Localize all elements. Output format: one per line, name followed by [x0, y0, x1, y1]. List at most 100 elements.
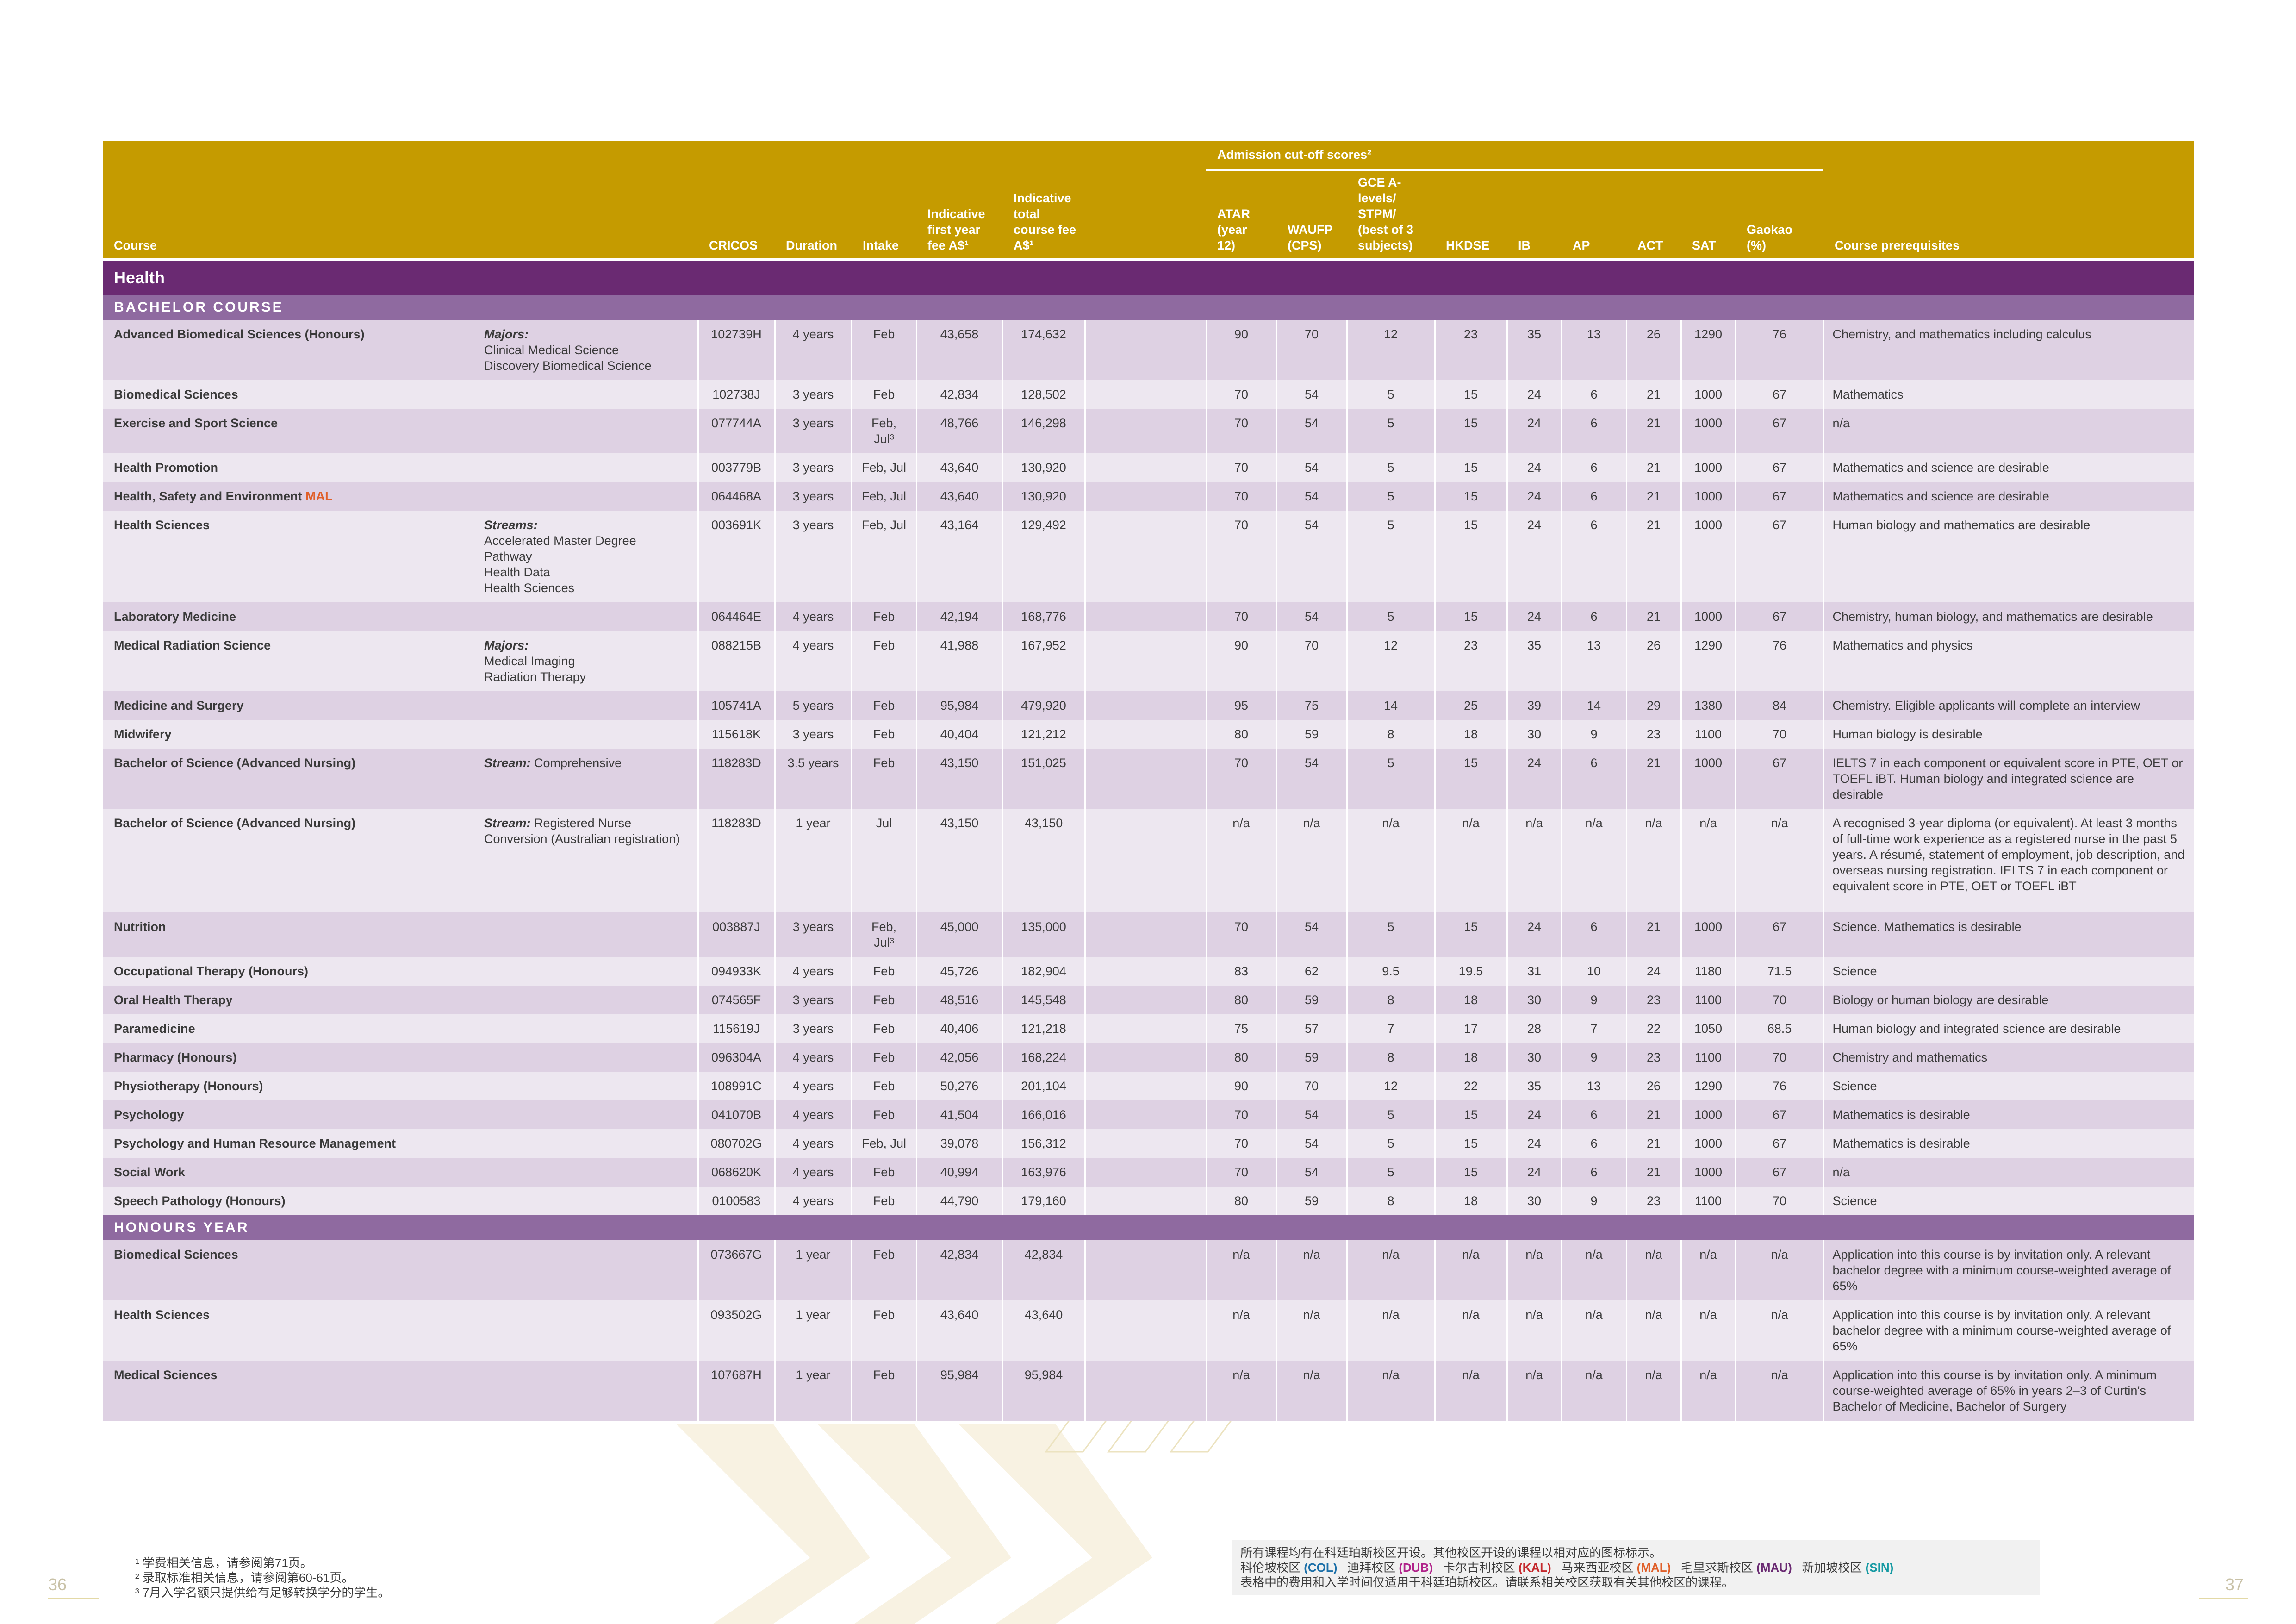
cell-cricos: 118283D: [697, 749, 775, 809]
cell-ap: 13: [1561, 1072, 1626, 1100]
cell-fee1: 44,790: [915, 1187, 1002, 1215]
course-prerequisites: Biology or human biology are desirable: [1823, 986, 2194, 1014]
cell-ib: 24: [1506, 482, 1562, 511]
cell-atar: 95: [1205, 691, 1276, 720]
cell-gce: 5: [1346, 602, 1435, 631]
cell-hkdse: 15: [1434, 409, 1507, 453]
course-name: Medical Radiation Science: [103, 631, 476, 691]
majors-streams: [476, 1100, 698, 1129]
campus-mau: 毛里求斯校区: [1680, 1561, 1753, 1574]
majors-streams: [476, 986, 698, 1014]
cell-atar: 70: [1205, 1129, 1276, 1158]
cell-blank: [1084, 1240, 1206, 1300]
cell-ap: n/a: [1561, 1300, 1626, 1361]
footnotes: ¹ 学费相关信息，请参阅第71页。 ² 录取标准相关信息，请参阅第60-61页。…: [135, 1555, 390, 1600]
cell-hkdse: 25: [1434, 691, 1507, 720]
cell-cricos: 080702G: [697, 1129, 775, 1158]
footnote: ³ 7月入学名额只提供给有足够转换学分的学生。: [135, 1586, 390, 1599]
cell-ap: 6: [1561, 1100, 1626, 1129]
cell-gce: 8: [1346, 986, 1435, 1014]
cell-blank: [1084, 1129, 1206, 1158]
cell-waufp: 54: [1276, 1158, 1347, 1187]
cell-blank: [1084, 380, 1206, 409]
cell-gce: 14: [1346, 691, 1435, 720]
cell-blank: [1084, 749, 1206, 809]
cell-ap: 10: [1561, 957, 1626, 986]
course-prerequisites: Application into this course is by invit…: [1823, 1240, 2194, 1300]
cell-duration: 5 years: [774, 691, 852, 720]
cell-hkdse: n/a: [1434, 1240, 1507, 1300]
cell-act: 26: [1625, 631, 1681, 691]
cell-cricos: 073667G: [697, 1240, 775, 1300]
cell-gce: 5: [1346, 380, 1435, 409]
course-prerequisites: Science: [1823, 957, 2194, 986]
cell-atar: 70: [1205, 1100, 1276, 1129]
cell-cricos: 064468A: [697, 482, 775, 511]
cell-atar: 70: [1205, 453, 1276, 482]
course-name: Health Promotion: [103, 453, 476, 482]
cell-act: 21: [1625, 1158, 1681, 1187]
cell-gce: 12: [1346, 1072, 1435, 1100]
majors-streams: [476, 380, 698, 409]
cell-act: 21: [1625, 380, 1681, 409]
majors-streams: [476, 1240, 698, 1300]
course-name: Health, Safety and Environment MAL: [103, 482, 476, 511]
cell-gce: 5: [1346, 409, 1435, 453]
cell-blank: [1084, 809, 1206, 912]
cell-hkdse: 22: [1434, 1072, 1507, 1100]
cell-atar: 80: [1205, 1187, 1276, 1215]
cell-waufp: 75: [1276, 691, 1347, 720]
course-name: Bachelor of Science (Advanced Nursing): [103, 809, 476, 912]
course-prerequisites: Human biology and mathematics are desira…: [1823, 511, 2194, 602]
cell-hkdse: 23: [1434, 320, 1507, 380]
course-name: Psychology: [103, 1100, 476, 1129]
cell-cricos: 105741A: [697, 691, 775, 720]
cell-gce: 12: [1346, 631, 1435, 691]
table-row: Medicine and Surgery 105741A 5 years Feb 95,…: [103, 691, 2194, 720]
course-prerequisites: Chemistry, human biology, and mathematic…: [1823, 602, 2194, 631]
cell-blank: [1084, 1300, 1206, 1361]
cell-hkdse: n/a: [1434, 1300, 1507, 1361]
cell-cricos: 041070B: [697, 1100, 775, 1129]
cell-blank: [1084, 1361, 1206, 1421]
cell-intake: Jul: [851, 809, 916, 912]
cell-hkdse: 15: [1434, 1158, 1507, 1187]
cell-blank: [1084, 957, 1206, 986]
cell-ap: 6: [1561, 749, 1626, 809]
cell-atar: 80: [1205, 720, 1276, 749]
cell-duration: 3 years: [774, 511, 852, 602]
cell-hkdse: 18: [1434, 720, 1507, 749]
cell-ap: 9: [1561, 720, 1626, 749]
header-course: Course: [103, 170, 476, 261]
cell-duration: 1 year: [774, 809, 852, 912]
cell-gaokao: n/a: [1735, 1240, 1823, 1300]
cell-ap: 6: [1561, 602, 1626, 631]
cell-gce: 5: [1346, 482, 1435, 511]
cell-waufp: n/a: [1276, 1300, 1347, 1361]
cell-cricos: 093502G: [697, 1300, 775, 1361]
cell-blank: [1084, 1043, 1206, 1072]
header-act: ACT: [1626, 170, 1681, 261]
cell-duration: 1 year: [774, 1300, 852, 1361]
majors-streams: Majors: Medical Imaging Radiation Therapy: [476, 631, 698, 691]
cell-ib: 31: [1506, 957, 1562, 986]
cell-gaokao: 68.5: [1735, 1014, 1823, 1043]
cell-sat: 1100: [1680, 720, 1736, 749]
cell-gaokao: 67: [1735, 511, 1823, 602]
cell-intake: Feb: [851, 1100, 916, 1129]
cell-blank: [1084, 453, 1206, 482]
course-prerequisites: Science. Mathematics is desirable: [1823, 912, 2194, 957]
cell-fee1: 95,984: [915, 1361, 1002, 1421]
cell-sat: 1000: [1680, 602, 1736, 631]
cell-fee1: 40,994: [915, 1158, 1002, 1187]
cell-act: 21: [1625, 453, 1681, 482]
majors-streams: [476, 720, 698, 749]
cell-intake: Feb: [851, 1043, 916, 1072]
cell-sat: 1290: [1680, 631, 1736, 691]
course-table-container: Admission cut-off scores² Course CRICOS …: [103, 141, 2194, 1421]
cell-gce: n/a: [1346, 1361, 1435, 1421]
cell-waufp: 54: [1276, 1100, 1347, 1129]
cell-hkdse: 15: [1434, 1129, 1507, 1158]
course-name: Psychology and Human Resource Management: [103, 1129, 476, 1158]
cell-act: 21: [1625, 482, 1681, 511]
